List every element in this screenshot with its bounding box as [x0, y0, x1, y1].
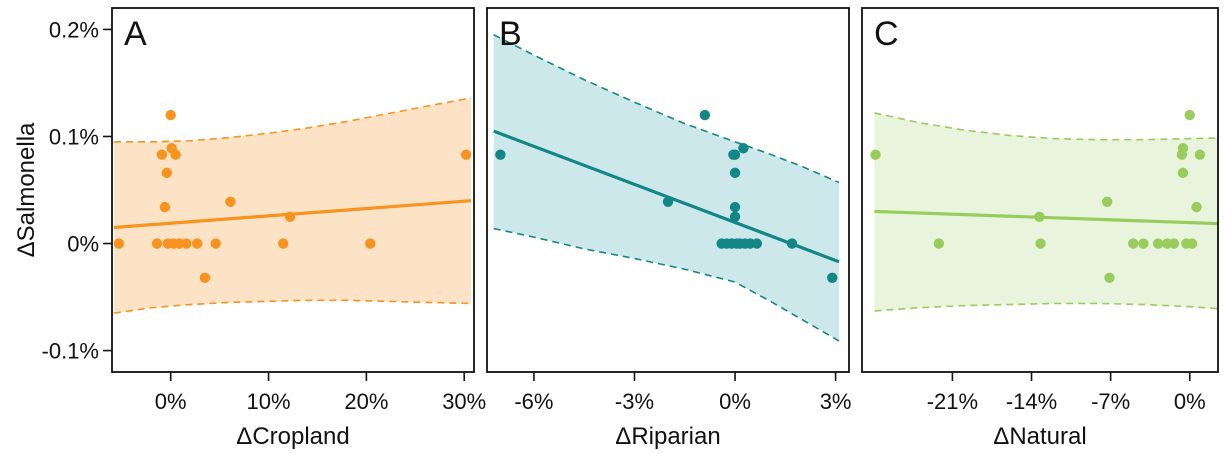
data-point-b-17 [786, 238, 798, 249]
data-point-b-1 [662, 196, 674, 207]
panel-a-plot-area [113, 97, 472, 314]
x-tick-label-a-0: 0% [155, 389, 187, 414]
x-tick-label-a-1: 10% [247, 389, 291, 414]
data-point-a-12 [191, 238, 203, 249]
y-tick-label-a-2: 0.1% [49, 124, 99, 149]
fit-line-b [493, 129, 840, 264]
data-point-c-6 [1128, 238, 1139, 249]
data-point-c-15 [1184, 109, 1195, 121]
data-point-a-19 [460, 149, 472, 160]
panel-letter-a: A [124, 15, 147, 53]
lower-bound-line-b [493, 227, 840, 342]
data-point-c-10 [1168, 238, 1180, 249]
data-point-a-17 [284, 211, 296, 222]
x-tick-label-a-3: 30% [442, 389, 486, 414]
data-point-a-2 [156, 149, 168, 160]
data-point-c-1 [933, 238, 945, 249]
x-axis-title-b: ΔRiparian [615, 423, 720, 450]
data-point-c-17 [1191, 201, 1202, 213]
data-point-b-0 [495, 149, 506, 160]
x-tick-label-b-1: -3% [615, 389, 654, 414]
x-tick-label-c-1: -14% [1006, 389, 1057, 414]
x-axis-title-a: ΔCropland [236, 423, 349, 450]
confidence-band-c [874, 112, 1218, 311]
data-point-c-4 [1102, 196, 1113, 207]
fit-line-c [874, 209, 1218, 226]
data-point-c-13 [1177, 167, 1189, 179]
panel-b: -6% -3% 0% 3% ΔRiparian B [486, 7, 852, 450]
lower-bound-line-a [113, 299, 472, 314]
data-point-a-15 [225, 196, 236, 207]
upper-bound-line-c [874, 112, 1218, 141]
panel-c: -21% -14% -7% 0% ΔNatural C [861, 7, 1219, 450]
upper-bound-line-b [493, 34, 840, 184]
y-tick-label-a-3: 0.2% [49, 17, 99, 42]
y-tick-label-a-1: 0% [67, 232, 99, 257]
data-point-c-2 [1034, 211, 1045, 222]
data-point-b-2 [699, 109, 711, 121]
data-point-c-5 [1104, 272, 1115, 283]
upper-bound-line-a [113, 97, 472, 143]
data-point-a-4 [161, 167, 172, 179]
x-tick-label-b-0: -6% [514, 389, 553, 414]
data-point-a-18 [365, 238, 376, 249]
data-point-a-13 [199, 272, 211, 283]
x-tick-label-c-0: -21% [927, 389, 978, 414]
data-point-a-6 [165, 109, 176, 121]
x-tick-label-a-2: 20% [344, 389, 388, 414]
data-point-b-18 [827, 272, 838, 283]
data-point-a-16 [278, 238, 289, 249]
y-tick-label-a-0: -0.1% [42, 339, 99, 364]
panel-c-plot-area [870, 109, 1218, 312]
data-point-a-3 [159, 201, 171, 213]
data-point-b-8 [729, 167, 741, 179]
data-point-c-7 [1138, 238, 1149, 249]
data-point-b-7 [729, 149, 741, 160]
panel-b-plot-area [493, 34, 840, 342]
data-point-c-16 [1186, 238, 1198, 249]
data-point-c-12 [1177, 143, 1189, 154]
panel-frame-c [861, 7, 1219, 373]
panel-frame-b [486, 7, 850, 373]
panel-a: 0% 10% 20% 30% -0.1% 0% 0.1% 0.2% ΔCropland A [42, 7, 486, 450]
panel-letter-c: C [874, 15, 899, 53]
data-point-c-3 [1035, 238, 1046, 249]
data-point-c-18 [1194, 149, 1206, 160]
confidence-band-b [493, 34, 839, 341]
data-point-b-13 [738, 143, 749, 154]
data-point-a-9 [170, 149, 181, 160]
data-point-a-0 [113, 238, 125, 249]
x-tick-label-b-2: 0% [719, 389, 751, 414]
data-point-b-10 [729, 211, 741, 222]
data-point-b-16 [751, 238, 763, 249]
data-point-a-11 [181, 238, 192, 249]
confidence-band-a [113, 97, 472, 314]
data-point-c-8 [1152, 238, 1164, 249]
panel-frame-a [111, 7, 475, 373]
y-axis-title: ΔSalmonella [13, 122, 40, 257]
data-point-a-14 [210, 238, 221, 249]
x-tick-label-c-3: 0% [1174, 389, 1206, 414]
data-point-c-0 [870, 149, 881, 160]
panel-letter-b: B [499, 15, 522, 53]
x-tick-label-c-2: -7% [1091, 389, 1130, 414]
x-tick-label-b-3: 3% [820, 389, 852, 414]
data-point-b-9 [729, 201, 741, 213]
lower-bound-line-c [874, 302, 1218, 312]
x-axis-title-c: ΔNatural [993, 423, 1086, 450]
data-point-a-1 [151, 238, 163, 249]
